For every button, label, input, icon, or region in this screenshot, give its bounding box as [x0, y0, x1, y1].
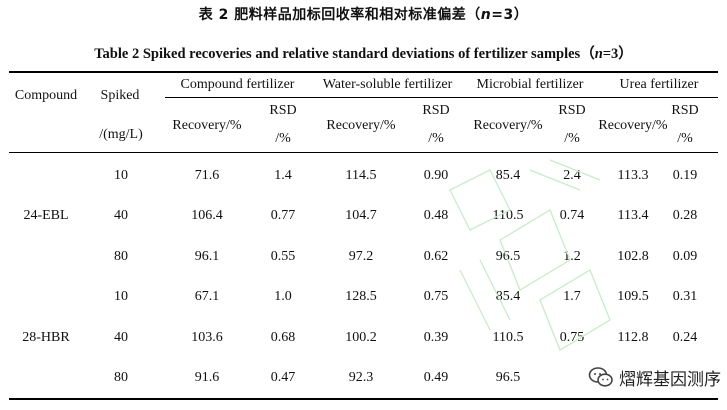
table-cell: 103.6: [191, 330, 223, 345]
watermark-backing: [552, 360, 727, 394]
rsd-subheader: RSD: [558, 103, 586, 118]
table-cell: 0.55: [270, 249, 296, 264]
table-cell: 67.1: [194, 289, 220, 304]
rsd-unit-subheader: /%: [564, 131, 580, 146]
table-title-english: Table 2 Spiked recoveries and relative s…: [94, 46, 633, 62]
table-cell: 128.5: [345, 289, 377, 304]
table-cell: 113.3: [617, 168, 649, 183]
wechat-account-name: 熠辉基因测序: [619, 369, 721, 390]
table-cell: 0.75: [559, 330, 585, 345]
recovery-subheader: Recovery/%: [326, 118, 396, 133]
compound-name: 28-HBR: [22, 330, 70, 345]
group-underline: [165, 97, 718, 98]
bottom-rule: [9, 398, 718, 400]
compound-column-header: Compound: [14, 88, 78, 103]
table-cell: 71.6: [194, 168, 220, 183]
table-cell: 104.7: [345, 208, 377, 223]
table-cell: 1.2: [563, 249, 581, 264]
rsd-unit-subheader: /%: [428, 131, 444, 146]
table-cell: 0.90: [423, 168, 449, 183]
table-cell: 96.1: [194, 249, 220, 264]
table-cell: 0.74: [559, 208, 585, 223]
table-cell: 97.2: [348, 249, 374, 264]
table-cell: 0.24: [672, 330, 698, 345]
top-rule: [9, 71, 718, 73]
header-rule: [9, 152, 718, 153]
spiked-unit-header: /(mg/L): [99, 127, 143, 142]
spiked-value: 40: [114, 208, 128, 223]
table-cell: 0.75: [423, 289, 449, 304]
column-group-header: Microbial fertilizer: [476, 77, 584, 92]
wechat-badge: 熠辉基因测序: [588, 363, 721, 391]
compound-name: 24-EBL: [23, 208, 69, 223]
table-cell: 114.5: [345, 168, 377, 183]
table-cell: 96.5: [495, 249, 521, 264]
table-cell: 0.62: [423, 249, 449, 264]
column-group-header: Compound fertilizer: [180, 77, 295, 92]
table-cell: 112.8: [617, 330, 649, 345]
recovery-subheader: Recovery/%: [172, 118, 242, 133]
spiked-value: 80: [114, 370, 128, 385]
table-cell: 0.49: [423, 370, 449, 385]
table-cell: 110.5: [492, 330, 524, 345]
table-cell: 1.0: [274, 289, 292, 304]
spiked-value: 10: [114, 289, 128, 304]
table-cell: 0.47: [270, 370, 296, 385]
table-cell: 0.68: [270, 330, 296, 345]
table-cell: 113.4: [617, 208, 649, 223]
column-group-header: Water-soluble fertilizer: [322, 77, 453, 92]
table-cell: 0.31: [672, 289, 698, 304]
table-cell: 0.39: [423, 330, 449, 345]
rsd-unit-subheader: /%: [677, 131, 693, 146]
rsd-subheader: RSD: [671, 103, 699, 118]
table-cell: 106.4: [191, 208, 223, 223]
table-cell: 1.4: [274, 168, 292, 183]
table-cell: 102.8: [617, 249, 649, 264]
table-cell: 0.48: [423, 208, 449, 223]
table-cell: 85.4: [495, 168, 521, 183]
table-cell: 110.5: [492, 208, 524, 223]
recovery-subheader: Recovery/%: [473, 118, 543, 133]
table-title-chinese: 表 2 肥料样品加标回收率和相对标准偏差（n=3）: [198, 7, 529, 23]
table-cell: 91.6: [194, 370, 220, 385]
table-cell: 0.28: [672, 208, 698, 223]
table-cell: 0.77: [270, 208, 296, 223]
spiked-value: 10: [114, 168, 128, 183]
spiked-header: Spiked: [100, 88, 140, 103]
rsd-subheader: RSD: [269, 103, 297, 118]
table-cell: 92.3: [348, 370, 374, 385]
recovery-subheader: Recovery/%: [598, 118, 668, 133]
table-cell: 0.19: [672, 168, 698, 183]
table-cell: 85.4: [495, 289, 521, 304]
wechat-icon: [588, 367, 613, 387]
table-cell: 2.4: [563, 168, 581, 183]
table-cell: 100.2: [345, 330, 377, 345]
table-cell: 0.09: [672, 249, 698, 264]
rsd-subheader: RSD: [422, 103, 450, 118]
column-group-header: Urea fertilizer: [619, 77, 699, 92]
spiked-value: 80: [114, 249, 128, 264]
table-cell: 109.5: [617, 289, 649, 304]
table-cell: 96.5: [495, 370, 521, 385]
rsd-unit-subheader: /%: [275, 131, 291, 146]
spiked-value: 40: [114, 330, 128, 345]
table-cell: 1.7: [563, 289, 581, 304]
